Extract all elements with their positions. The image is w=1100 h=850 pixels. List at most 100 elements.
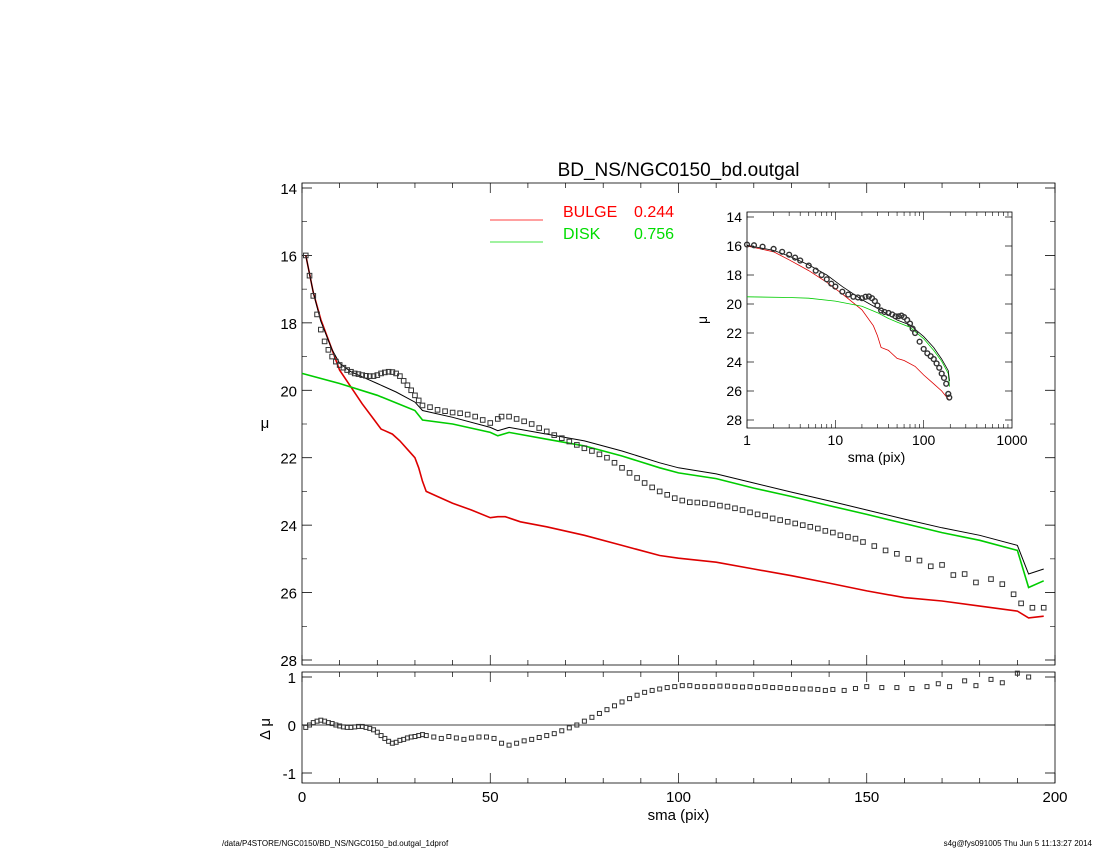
data-point-observed [513, 416, 520, 422]
inset-data-point [945, 390, 952, 398]
data-point-observed [732, 505, 738, 512]
inset-x-tick-label: 1000 [996, 432, 1027, 448]
data-point-observed [378, 370, 384, 377]
inset-x-tick-label: 1 [743, 432, 751, 448]
data-point-observed [427, 404, 433, 410]
inset-y-tick-label: 20 [726, 296, 742, 312]
inset-series-line-bulge [746, 245, 950, 401]
data-point-observed [664, 492, 671, 498]
residual-data-point [822, 687, 828, 693]
data-point-observed [961, 571, 968, 577]
residual-data-point [724, 683, 730, 689]
inset-data-point [743, 241, 751, 248]
inset-data-point [912, 329, 919, 337]
data-point-observed [871, 543, 878, 549]
series-line-disk [301, 372, 1045, 589]
data-point-observed [506, 413, 512, 420]
residual-data-point [807, 686, 813, 692]
data-point-observed [314, 311, 320, 318]
inset-data-point [895, 313, 902, 320]
inset-data-point [812, 267, 819, 274]
data-point-observed [355, 371, 362, 377]
data-point-observed [694, 499, 701, 506]
inset-data-point [828, 280, 835, 287]
legend-label-bulge: BULGE [563, 204, 617, 221]
data-point-observed [374, 372, 381, 378]
residual-data-point [785, 686, 791, 692]
residual-data-point [962, 678, 968, 684]
data-point-observed [702, 500, 708, 507]
inset-data-point [832, 283, 839, 290]
data-point-observed [999, 581, 1006, 587]
residual-data-point [574, 722, 580, 728]
data-point-observed [1040, 604, 1047, 611]
data-point-observed [566, 438, 573, 445]
y-tick-label: 24 [280, 518, 297, 535]
residual-data-point [815, 686, 821, 692]
residual-data-point [627, 696, 633, 702]
data-point-observed [807, 524, 814, 530]
data-point-observed [359, 372, 366, 378]
y-axis-label: μ [261, 415, 270, 432]
data-point-observed [397, 373, 403, 379]
y-tick-label: 14 [280, 181, 297, 198]
data-point-observed [363, 372, 369, 379]
inset-data-point [797, 257, 804, 264]
data-point-observed [442, 408, 448, 414]
data-point-observed [927, 563, 934, 570]
data-point-observed [988, 576, 994, 582]
main-chart: BD_NS/NGC0150_bd.outgal μ 14 16 18 20 22 24 26 28… [261, 160, 1056, 670]
data-point-observed [558, 435, 565, 441]
residual-data-point [947, 684, 953, 690]
residual-data-point [491, 735, 497, 741]
y-tick-label: 22 [280, 451, 297, 468]
residual-data-point [657, 686, 663, 692]
data-point-observed [626, 470, 633, 476]
residual-data-point [566, 725, 572, 731]
data-point-observed [641, 480, 648, 486]
inset-data-point [930, 356, 937, 363]
residual-data-point [642, 689, 648, 695]
residual-data-point [755, 685, 761, 691]
residual-data-point [852, 686, 858, 692]
data-point-observed [464, 411, 471, 418]
inset-data-point [750, 242, 758, 249]
residual-data-point [909, 686, 915, 692]
inset-series-line-disk [746, 296, 950, 387]
inset-data-point [916, 338, 923, 345]
residual-data-point [611, 703, 617, 709]
data-point-observed [479, 417, 486, 423]
data-point-observed [366, 373, 373, 379]
residual-data-point [634, 692, 640, 698]
x-axis-label: sma (pix) [648, 807, 710, 824]
data-point-observed [348, 368, 354, 375]
legend-value-bulge: 0.244 [634, 204, 674, 221]
data-point-observed [1029, 604, 1036, 611]
residual-data-point [1026, 674, 1032, 680]
inset-data-point [839, 288, 846, 295]
chart-title: BD_NS/NGC0150_bd.outgal [558, 160, 800, 181]
data-point-observed [611, 459, 618, 466]
data-point-observed [318, 326, 324, 333]
data-point-observed [845, 534, 851, 540]
inset-data-point [936, 364, 943, 371]
series-line-bulge [305, 255, 1044, 619]
data-point-observed [344, 367, 350, 373]
data-point-observed [404, 382, 411, 389]
residual-data-point [483, 734, 489, 740]
data-point-observed [717, 502, 723, 509]
data-point-observed [671, 495, 678, 501]
inset-data-point [906, 320, 914, 327]
data-point-observed [894, 551, 900, 557]
legend-label-disk: DISK [563, 226, 601, 243]
data-point-observed [973, 579, 979, 586]
inset-x-tick-label: 10 [828, 432, 844, 448]
residual-data-point [514, 740, 520, 746]
residual-data-point [894, 685, 900, 691]
x-tick-label: 150 [854, 789, 879, 806]
residual-data-point [762, 684, 768, 690]
inset-y-tick-label: 28 [726, 412, 742, 428]
residual-y-tick-label: 0 [288, 718, 296, 735]
y-tick-label: 18 [280, 316, 297, 333]
